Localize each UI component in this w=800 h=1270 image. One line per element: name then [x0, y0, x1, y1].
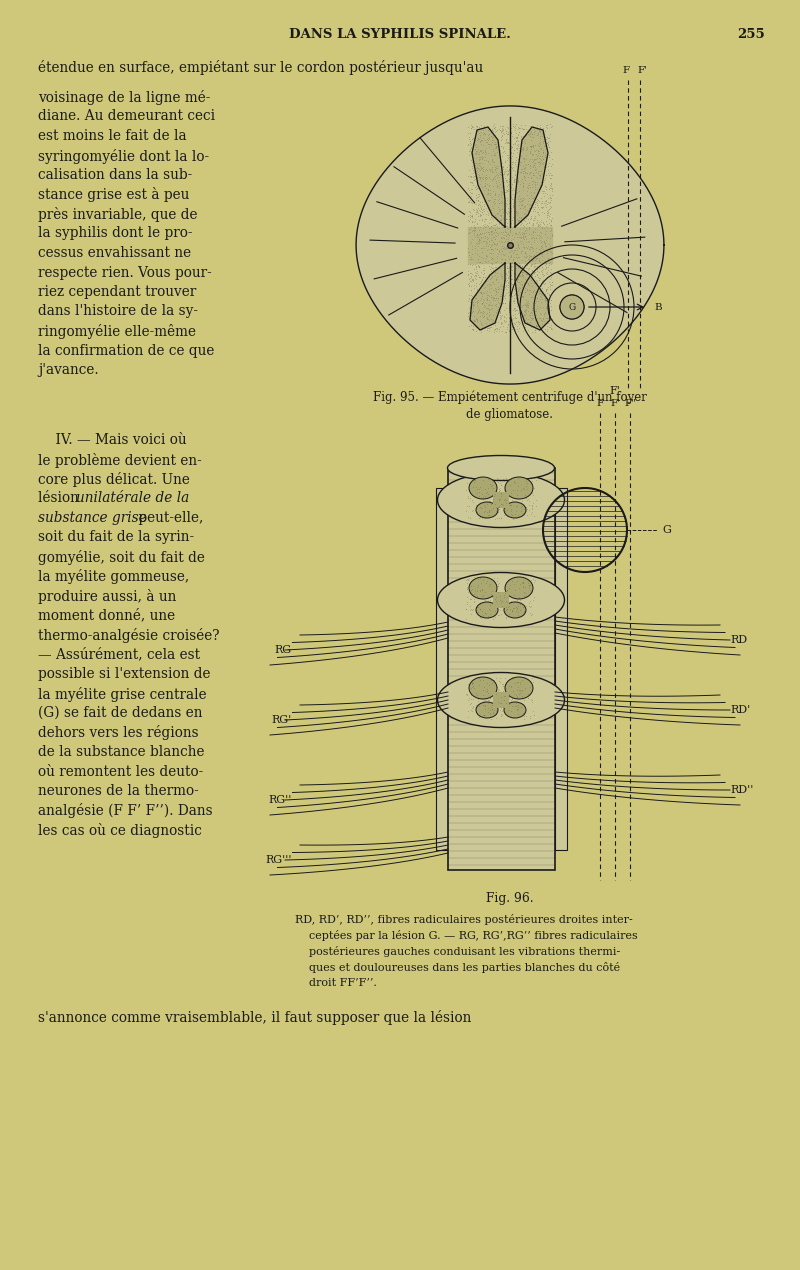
Text: F': F' [610, 399, 620, 408]
Polygon shape [515, 127, 548, 227]
Text: possible si l'extension de: possible si l'extension de [38, 667, 210, 681]
Text: les cas où ce diagnostic: les cas où ce diagnostic [38, 823, 202, 838]
Text: RG: RG [275, 645, 292, 655]
Polygon shape [356, 105, 664, 384]
Text: diane. Au demeurant ceci: diane. Au demeurant ceci [38, 109, 215, 123]
Ellipse shape [469, 677, 497, 699]
Text: la confirmation de ce que: la confirmation de ce que [38, 343, 214, 357]
Text: j'avance.: j'avance. [38, 363, 98, 377]
Text: dehors vers les régions: dehors vers les régions [38, 725, 198, 740]
Ellipse shape [505, 478, 533, 499]
Text: où remontent les deuto-: où remontent les deuto- [38, 765, 203, 779]
Text: ringomyélie elle-même: ringomyélie elle-même [38, 324, 196, 339]
Text: voisinage de la ligne mé-: voisinage de la ligne mé- [38, 90, 210, 105]
Ellipse shape [469, 478, 497, 499]
Ellipse shape [504, 602, 526, 618]
Text: neurones de la thermo-: neurones de la thermo- [38, 784, 198, 798]
Text: Fig. 95. — Empiétement centrifuge d'un foyer: Fig. 95. — Empiétement centrifuge d'un f… [373, 390, 647, 404]
Text: droit FF’F’’.: droit FF’F’’. [295, 978, 377, 988]
Ellipse shape [476, 602, 498, 618]
Text: produire aussi, à un: produire aussi, à un [38, 589, 176, 605]
Ellipse shape [505, 577, 533, 599]
Text: RG'': RG'' [269, 795, 292, 805]
Text: thermo-analgésie croisée?: thermo-analgésie croisée? [38, 627, 219, 643]
Text: riez cependant trouver: riez cependant trouver [38, 284, 196, 298]
Ellipse shape [438, 673, 565, 728]
Text: RD'': RD'' [730, 785, 754, 795]
Text: core plus délicat. Une: core plus délicat. Une [38, 472, 190, 486]
Text: substance grise: substance grise [38, 511, 146, 525]
Ellipse shape [476, 702, 498, 718]
Ellipse shape [476, 502, 498, 518]
Text: ceptées par la lésion G. — RG, RG’,RG’’ fibres radiculaires: ceptées par la lésion G. — RG, RG’,RG’’ … [295, 930, 638, 941]
Text: analgésie (F F’ F’’). Dans: analgésie (F F’ F’’). Dans [38, 804, 213, 818]
Text: syringomyélie dont la lo-: syringomyélie dont la lo- [38, 149, 209, 164]
Text: calisation dans la sub-: calisation dans la sub- [38, 168, 192, 182]
Text: ques et douloureuses dans les parties blanches du côté: ques et douloureuses dans les parties bl… [295, 961, 620, 973]
Text: F": F" [624, 399, 636, 408]
Text: RD: RD [730, 635, 747, 645]
Text: Fig. 96.: Fig. 96. [486, 892, 534, 906]
Text: (G) se fait de dedans en: (G) se fait de dedans en [38, 706, 202, 720]
Text: RG''': RG''' [266, 855, 292, 865]
Text: B: B [654, 302, 662, 311]
Text: est moins le fait de la: est moins le fait de la [38, 130, 186, 144]
Text: DANS LA SYPHILIS SPINALE.: DANS LA SYPHILIS SPINALE. [289, 28, 511, 41]
Polygon shape [493, 692, 509, 707]
Polygon shape [472, 127, 505, 227]
Polygon shape [448, 469, 555, 870]
Polygon shape [555, 488, 567, 850]
Text: lésion: lésion [38, 491, 83, 505]
Text: cessus envahissant ne: cessus envahissant ne [38, 246, 191, 260]
Text: — Assúrément, cela est: — Assúrément, cela est [38, 648, 200, 662]
Ellipse shape [438, 472, 565, 527]
Ellipse shape [505, 677, 533, 699]
Text: 255: 255 [738, 28, 765, 41]
Text: F': F' [637, 66, 647, 75]
Text: le problème devient en-: le problème devient en- [38, 452, 202, 467]
Text: F: F [622, 66, 630, 75]
Text: postérieures gauches conduisant les vibrations thermi-: postérieures gauches conduisant les vibr… [295, 946, 620, 958]
Text: dans l'histoire de la sy-: dans l'histoire de la sy- [38, 305, 198, 319]
Text: peut-elle,: peut-elle, [134, 511, 203, 525]
Text: près invariable, que de: près invariable, que de [38, 207, 198, 222]
Text: G: G [662, 525, 671, 535]
Text: s'annonce comme vraisemblable, il faut supposer que la lésion: s'annonce comme vraisemblable, il faut s… [38, 1010, 471, 1025]
Polygon shape [515, 263, 550, 330]
Ellipse shape [504, 702, 526, 718]
Text: la myélite grise centrale: la myélite grise centrale [38, 687, 206, 701]
Ellipse shape [469, 577, 497, 599]
Text: la syphilis dont le pro-: la syphilis dont le pro- [38, 226, 193, 240]
Text: moment donné, une: moment donné, une [38, 608, 175, 622]
Polygon shape [493, 592, 509, 608]
Polygon shape [468, 227, 552, 263]
Text: F: F [597, 399, 603, 408]
Text: respecte rien. Vous pour-: respecte rien. Vous pour- [38, 265, 212, 279]
Polygon shape [493, 491, 509, 508]
Text: soit du fait de la syrin-: soit du fait de la syrin- [38, 531, 194, 545]
Ellipse shape [504, 502, 526, 518]
Polygon shape [436, 488, 448, 850]
Text: de gliomatose.: de gliomatose. [466, 408, 554, 420]
Circle shape [560, 295, 584, 319]
Text: de la substance blanche: de la substance blanche [38, 745, 205, 759]
Text: gomyélie, soit du fait de: gomyélie, soit du fait de [38, 550, 205, 565]
Text: RD': RD' [730, 705, 750, 715]
Text: la myélite gommeuse,: la myélite gommeuse, [38, 569, 190, 584]
Text: RD, RD’, RD’’, fibres radiculaires postérieures droites inter-: RD, RD’, RD’’, fibres radiculaires posté… [295, 914, 633, 925]
Text: RG': RG' [272, 715, 292, 725]
Text: étendue en surface, empiétant sur le cordon postérieur jusqu'au: étendue en surface, empiétant sur le cor… [38, 60, 483, 75]
Ellipse shape [447, 456, 554, 480]
Polygon shape [470, 263, 505, 330]
Ellipse shape [438, 573, 565, 627]
Text: unilatérale de la: unilatérale de la [76, 491, 190, 505]
Text: stance grise est à peu: stance grise est à peu [38, 188, 190, 202]
Text: IV. — Mais voici où: IV. — Mais voici où [38, 433, 186, 447]
Text: G: G [568, 302, 576, 311]
Text: F': F' [610, 386, 621, 396]
